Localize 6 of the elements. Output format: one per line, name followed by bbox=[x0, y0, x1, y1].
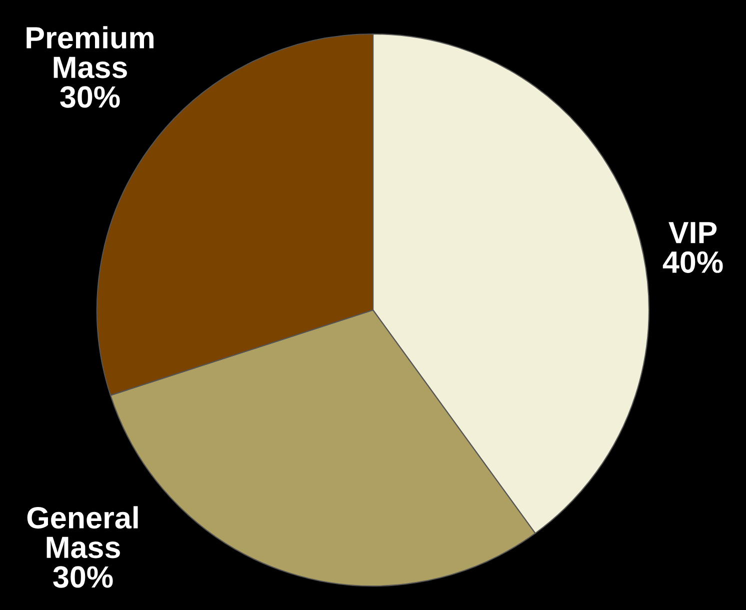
slice-label: General Mass bbox=[27, 506, 138, 558]
data-label: 40% bbox=[662, 251, 723, 273]
slice-label: Premium Mass bbox=[26, 26, 154, 78]
slice-label: VIP bbox=[668, 222, 717, 244]
data-label: 30% bbox=[60, 86, 120, 108]
data-label: 30% bbox=[53, 566, 113, 588]
